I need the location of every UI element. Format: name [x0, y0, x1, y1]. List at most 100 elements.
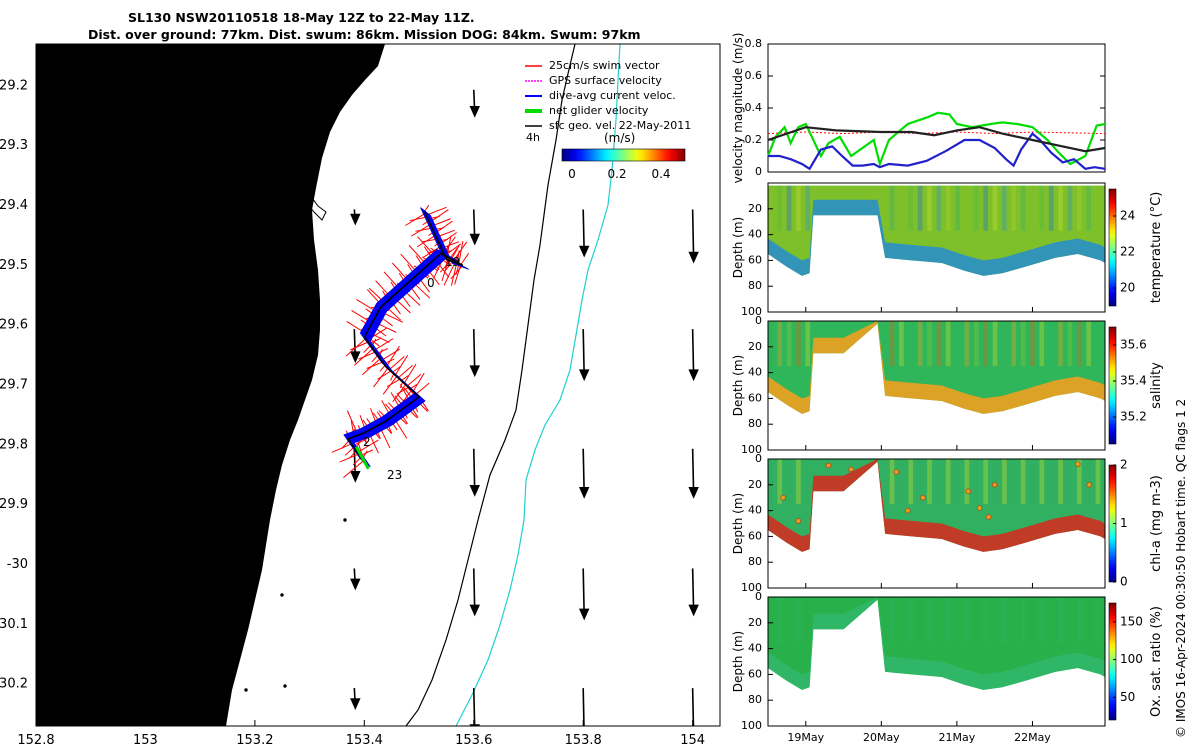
- svg-text:dive-avg current veloc.: dive-avg current veloc.: [549, 89, 676, 102]
- temperature-y-tick-label: 40: [748, 228, 762, 241]
- velocity-y-tick-label: 0.4: [745, 101, 763, 114]
- chla-high-point: [1086, 482, 1092, 488]
- chla-streak: [908, 459, 914, 505]
- salinity-streak: [786, 321, 792, 367]
- geo-velocity-arrow: [469, 89, 480, 118]
- chla-streak: [1048, 459, 1054, 505]
- velocity-y-tick-label: 0.6: [745, 69, 763, 82]
- cbar-tick-0: 0: [568, 167, 576, 181]
- temperature-streak: [945, 185, 951, 231]
- svg-text:net glider velocity: net glider velocity: [549, 104, 649, 117]
- salinity-colorbar: [1108, 326, 1117, 445]
- chla-streak: [899, 459, 904, 505]
- map-colorbar: 4h (m/s) 0 0.2 0.4: [526, 131, 686, 181]
- salinity-streak: [889, 321, 895, 367]
- temperature-streak: [768, 185, 773, 231]
- salinity-streak: [1039, 321, 1045, 367]
- temperature-y-tick-label: 20: [748, 202, 762, 215]
- track-label-2: 2: [363, 435, 371, 449]
- velocity-y-tick-label: 0.8: [745, 37, 763, 50]
- map-y-ticks: 29.2 29.3 29.4 29.5 29.6 29.7 29.8 29.9 -30 30.1 3…: [0, 78, 42, 692]
- oxygen-streak: [983, 597, 988, 643]
- cbar-tick-2: 0.4: [651, 167, 670, 181]
- coastal-features: [244, 194, 347, 692]
- oxygen-streak: [899, 597, 904, 643]
- time-x-tick-label: 19May: [787, 731, 824, 744]
- chla-y-tick-label: 100: [741, 581, 762, 594]
- salinity-streak: [983, 321, 988, 367]
- temperature-streak: [1030, 185, 1035, 231]
- salinity-cbar-tick-label: 35.6: [1120, 338, 1147, 352]
- time-x-tick-label: 22May: [1014, 731, 1051, 744]
- temperature-streak: [908, 185, 914, 231]
- chla-high-point: [965, 488, 971, 494]
- temperature-streak: [805, 185, 811, 231]
- isobath-legend: isobaths: 0 200 1000m: [48, 689, 187, 703]
- net-glider-velocity-arrow: [355, 446, 370, 470]
- geo-velocity-arrow: [578, 568, 590, 621]
- temperature-streak: [1095, 185, 1101, 231]
- temperature-streak: [1086, 185, 1091, 231]
- oxygen-y-tick-label: 40: [748, 642, 762, 655]
- chla-y-tick-label: 20: [748, 478, 762, 491]
- chla-streak: [1076, 459, 1082, 505]
- map-y-tick-label: 29.2: [0, 78, 28, 93]
- oxygen-streak: [992, 597, 998, 643]
- temperature-streak: [936, 185, 942, 231]
- temperature-y-label: Depth (m): [731, 217, 745, 278]
- oxygen-deep-band: [768, 597, 1105, 690]
- track-label-0: 0: [427, 276, 435, 290]
- salinity-streak: [936, 321, 942, 367]
- temperature-streak: [1076, 185, 1082, 231]
- chla-high-point: [893, 469, 900, 475]
- track-label-23: 23: [387, 468, 402, 482]
- chla-high-point: [985, 514, 992, 520]
- chla-colorbar-label: chl-a (mg m-3): [1149, 475, 1164, 572]
- oxygen-streak: [1067, 597, 1073, 643]
- salinity-y-tick-label: 80: [748, 417, 762, 430]
- map-x-tick-label: 154: [680, 733, 705, 748]
- legend-gps-velocity: GPS surface velocity: [525, 74, 662, 87]
- chart-title-line2: Dist. over ground: 77km. Dist. swum: 86k…: [88, 27, 641, 42]
- geo-velocity-arrow: [578, 448, 590, 499]
- salinity-streak: [1076, 321, 1082, 367]
- temperature-streak: [1048, 185, 1054, 231]
- salinity-colorbar-label: salinity: [1149, 362, 1164, 409]
- chla-high-point: [795, 518, 801, 524]
- svg-text:25cm/s swim vector: 25cm/s swim vector: [549, 59, 660, 72]
- legend-swim-vector: 25cm/s swim vector: [525, 59, 660, 72]
- map-legend: 25cm/s swim vector GPS surface velocity …: [525, 59, 691, 132]
- legend-net-glider-velocity: net glider velocity: [525, 104, 649, 117]
- salinity-streak: [955, 321, 960, 367]
- oxygen-streak: [964, 597, 970, 643]
- oxygen-streak: [1011, 597, 1017, 643]
- map-x-tick-label: 153.6: [455, 733, 492, 748]
- chla-streak: [1039, 459, 1045, 505]
- salinity-streak: [1030, 321, 1035, 367]
- chla-high-point: [905, 507, 911, 514]
- chla-streak: [973, 459, 979, 505]
- chla-streak: [889, 459, 895, 505]
- salinity-streak: [805, 321, 811, 367]
- temperature-cbar-tick-label: 20: [1120, 281, 1135, 295]
- temperature-streak: [983, 185, 988, 231]
- chla-streak: [1058, 459, 1063, 505]
- geo-velocity-arrow: [691, 688, 695, 726]
- geo-velocity-arrow: [469, 329, 480, 378]
- chla-streak: [1095, 459, 1101, 505]
- temperature-streak: [1002, 185, 1007, 231]
- oxygen-streak: [1086, 597, 1091, 643]
- temperature-streak: [1058, 185, 1063, 231]
- velocity-series-line: [766, 111, 1106, 168]
- oxygen-streak: [1048, 597, 1054, 643]
- temperature-streak: [927, 185, 932, 231]
- geo-velocity-arrow: [469, 568, 480, 617]
- salinity-cbar-tick-label: 35.4: [1120, 374, 1147, 388]
- geo-velocity-arrow: [688, 568, 699, 617]
- temperature-streak: [955, 185, 960, 231]
- chla-streak: [1086, 459, 1091, 505]
- map-y-tick-label: 30.1: [0, 617, 28, 632]
- geo-velocity-arrow: [688, 209, 699, 264]
- velocity-y-label: velocity magnitude (m/s): [731, 33, 745, 184]
